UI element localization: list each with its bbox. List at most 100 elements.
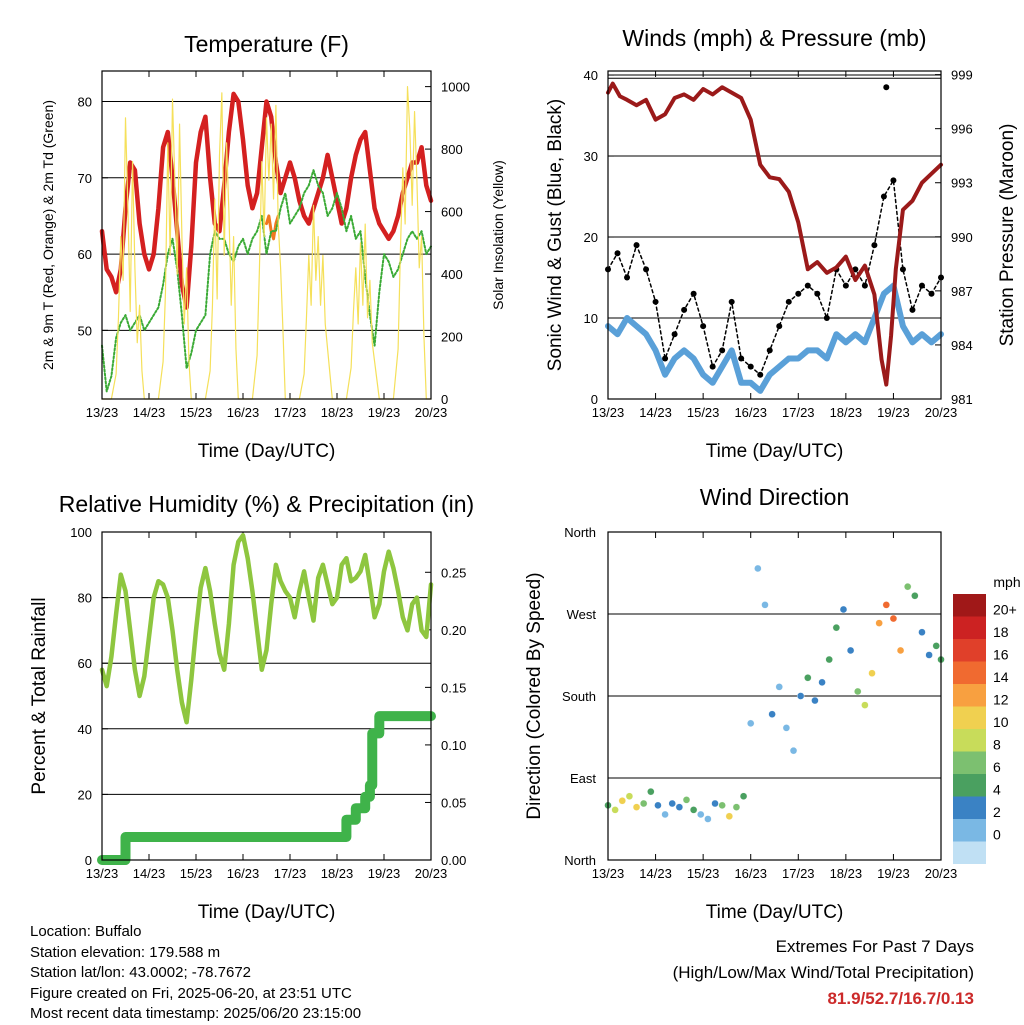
y-right-tick-label: 0.20 — [441, 623, 466, 638]
y-right-tick-label: 0 — [441, 392, 448, 407]
direction-point — [704, 815, 712, 823]
wind-speed-series — [605, 282, 944, 394]
x-axis-label: Time (Day/UTC) — [706, 902, 844, 923]
direction-point — [668, 799, 676, 808]
x-tick-label: 16/23 — [227, 866, 260, 881]
direction-point — [846, 646, 855, 655]
y-right-tick-label: 993 — [951, 176, 973, 191]
colorbar-swatch — [953, 751, 986, 774]
x-tick-label: 16/23 — [734, 405, 767, 420]
y-tick-label: 0 — [85, 853, 92, 868]
direction-point — [804, 674, 812, 682]
x-tick-label: 18/23 — [830, 405, 863, 420]
x-tick-label: 17/23 — [274, 405, 307, 420]
gust-point — [823, 315, 830, 322]
direction-point — [825, 655, 833, 664]
y-tick-label: 10 — [584, 311, 598, 326]
colorbar-label: 20+ — [993, 602, 1017, 618]
plot-frame — [101, 70, 432, 400]
latlon-text: Station lat/lon: 43.0002; -78.7672 — [30, 964, 252, 981]
y-axis-label: Sonic Wind & Gust (Blue, Black) — [545, 99, 566, 371]
x-tick-label: 19/23 — [877, 866, 910, 881]
y-right-tick-label: 0.00 — [441, 853, 466, 868]
extremes-subtitle: (High/Low/Max Wind/Total Precipitation) — [672, 963, 974, 982]
x-tick-label: 14/23 — [639, 405, 672, 420]
y-right-axis-label: Solar Insolation (Yellow) — [490, 160, 506, 310]
direction-point — [689, 806, 698, 814]
x-tick-label: 15/23 — [687, 405, 720, 420]
direction-point — [747, 719, 755, 728]
direction-point — [654, 801, 662, 810]
gust-series — [607, 179, 942, 376]
y-right-tick-label: 600 — [441, 205, 463, 220]
direction-point — [739, 792, 748, 800]
direction-point — [711, 799, 719, 808]
direction-point — [611, 806, 619, 814]
colorbar-swatch — [953, 796, 986, 819]
direction-point — [911, 592, 919, 600]
series-temp_9m — [265, 214, 280, 241]
colorbar-title: mph — [993, 574, 1020, 590]
x-axis-label: Time (Day/UTC) — [706, 441, 844, 462]
colorbar-swatch — [953, 706, 986, 729]
direction-point — [818, 678, 826, 687]
colorbar-label: 12 — [993, 692, 1009, 708]
direction-point — [875, 619, 883, 627]
created-text: Figure created on Fri, 2025-06-20, at 23… — [30, 984, 352, 1002]
x-tick-label: 13/23 — [592, 866, 625, 881]
direction-point — [761, 601, 769, 609]
colorbar-swatch — [953, 841, 986, 864]
y-right-tick-label: 990 — [951, 230, 973, 245]
x-tick-label: 17/23 — [782, 866, 815, 881]
direction-point — [832, 623, 841, 632]
y-right-tick-label: 984 — [951, 338, 973, 353]
direction-point — [768, 710, 776, 718]
series-rh — [99, 533, 434, 725]
direction-point — [718, 801, 726, 810]
x-tick-label: 15/23 — [687, 866, 720, 881]
y-right-tick-label: 996 — [951, 122, 973, 137]
direction-point — [661, 810, 669, 819]
direction-point — [889, 614, 898, 623]
y-tick-label: 20 — [78, 787, 92, 802]
direction-point — [839, 605, 848, 614]
colorbar-label: 2 — [993, 804, 1001, 820]
direction-point — [925, 651, 933, 659]
y-tick-label: 0 — [591, 392, 598, 407]
elevation-text: Station elevation: 179.588 m — [30, 943, 221, 961]
y-right-tick-label: 800 — [441, 142, 463, 157]
chart-title: Temperature (F) — [184, 31, 349, 57]
y-tick-label: 80 — [78, 591, 92, 606]
x-tick-label: 17/23 — [782, 405, 815, 420]
direction-point — [868, 669, 876, 677]
direction-point — [861, 701, 869, 709]
chart-title: Winds (mph) & Pressure (mb) — [622, 25, 926, 51]
colorbar-swatch — [953, 594, 986, 617]
colorbar-label: 0 — [993, 827, 1001, 843]
x-tick-label: 19/23 — [877, 405, 910, 420]
x-tick-label: 13/23 — [86, 405, 119, 420]
y-tick-label: 70 — [78, 171, 92, 186]
extremes-box: Extremes For Past 7 Days (High/Low/Max W… — [673, 934, 974, 1012]
station-info: Location: Buffalo Station elevation: 179… — [30, 922, 361, 1025]
x-tick-label: 20/23 — [925, 866, 958, 881]
plot-frame — [101, 531, 432, 861]
temperature-panel: Temperature (F) 13/23 14/23 15/23 16/23 17/23… — [40, 31, 506, 462]
y-right-tick-label: 981 — [951, 392, 973, 407]
direction-point — [639, 799, 648, 808]
direction-point — [854, 687, 862, 696]
extremes-title: Extremes For Past 7 Days — [775, 937, 974, 956]
chart-title: Wind Direction — [700, 484, 850, 510]
y-right-tick-label: 400 — [441, 267, 463, 282]
chart-title: Relative Humidity (%) & Precipitation (i… — [59, 491, 474, 517]
direction-point — [789, 746, 798, 755]
humidity-precip-panel: Relative Humidity (%) & Precipitation (i… — [29, 491, 474, 923]
direction-point — [682, 796, 691, 804]
x-tick-label: 13/23 — [592, 405, 625, 420]
x-tick-label: 13/23 — [86, 866, 119, 881]
x-tick-label: 20/23 — [415, 866, 448, 881]
x-tick-label: 18/23 — [830, 866, 863, 881]
recent-timestamp-text: Most recent data timestamp: 2025/06/20 2… — [30, 1005, 362, 1022]
direction-point — [647, 787, 655, 796]
